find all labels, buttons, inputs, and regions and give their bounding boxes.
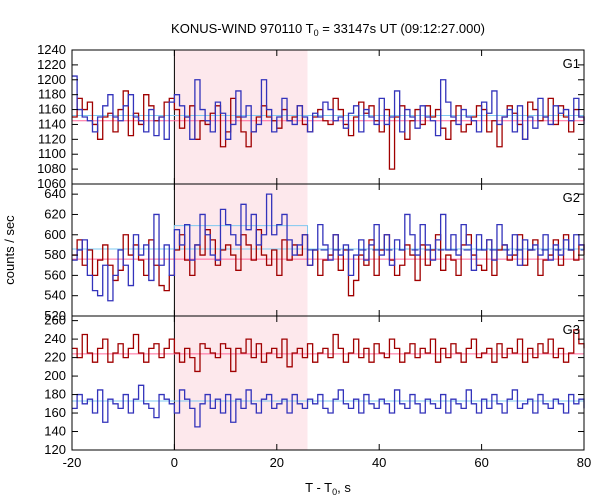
highlight-interval	[174, 316, 308, 450]
panel-g3: 120 140 160 180 200 220 240 260 G3	[44, 313, 585, 457]
series-blue	[72, 193, 585, 302]
y-tick-label: 640	[44, 186, 66, 201]
x-tick-label: 0	[171, 455, 178, 470]
y-tick-label: 1060	[37, 176, 66, 191]
y-tick-label: 520	[44, 308, 66, 323]
x-axis-label-suffix: , s	[337, 480, 351, 495]
y-tick-label: 1180	[38, 87, 66, 102]
x-tick-label: -20	[63, 455, 82, 470]
y-tick-label: 160	[44, 405, 66, 420]
x-tick-label: 20	[270, 455, 284, 470]
panel-g2: 520 540 560 580 600 620 640 G2	[44, 183, 585, 323]
series-blue	[72, 75, 585, 140]
y-tick-label: 1160	[38, 102, 66, 117]
y-tick-label: 120	[44, 442, 66, 457]
y-tick-label: 180	[44, 387, 66, 402]
panel-g1: 1060108011001120114011601180120012201240…	[37, 42, 585, 191]
title-subscript: 0	[314, 28, 319, 38]
y-tick-label: 620	[44, 206, 66, 221]
y-tick-label: 1120	[38, 131, 66, 146]
y-axis-label: counts / sec	[2, 215, 17, 285]
panel-label: G3	[563, 322, 580, 337]
x-tick-label: 80	[577, 455, 591, 470]
svg-text:KONUS-WIND 970110 T0 = 33147s: KONUS-WIND 970110 T0 = 33147s UT (09:12:…	[171, 21, 485, 38]
y-tick-label: 580	[44, 247, 66, 262]
y-axis-label-text: counts / sec	[2, 215, 17, 285]
x-axis-label-subscript: 0	[332, 487, 337, 497]
svg-text:T - T0, s: T - T0, s	[305, 480, 351, 497]
x-tick-label: 40	[372, 455, 386, 470]
panel-label: G2	[563, 190, 580, 205]
series-blue	[72, 384, 585, 428]
y-tick-label: 220	[44, 350, 66, 365]
y-tick-label: 240	[44, 331, 66, 346]
title-suffix: = 33147s UT (09:12:27.000)	[319, 21, 485, 36]
y-tick-label: 1220	[37, 57, 66, 72]
chart-title: KONUS-WIND 970110 T0 = 33147s UT (09:12:…	[171, 21, 485, 38]
y-tick-label: 1240	[37, 42, 66, 57]
y-tick-label: 1080	[37, 161, 66, 176]
series-red	[72, 329, 585, 373]
title-prefix: KONUS-WIND 970110 T	[171, 21, 314, 36]
y-tick-label: 600	[44, 227, 66, 242]
y-tick-label: 540	[44, 288, 66, 303]
panel-label: G1	[563, 56, 580, 71]
y-tick-label: 1200	[37, 72, 66, 87]
x-tick-label: 60	[474, 455, 488, 470]
y-tick-label: 260	[44, 313, 66, 328]
y-tick-label: 560	[44, 267, 66, 282]
y-tick-label: 140	[44, 424, 66, 439]
panel-frame	[71, 315, 585, 451]
panels-layer: 1060108011001120114011601180120012201240…	[37, 42, 591, 470]
y-tick-label: 1140	[38, 116, 66, 131]
y-tick-label: 200	[44, 368, 66, 383]
y-tick-label: 1100	[38, 146, 66, 161]
x-axis-label-prefix: T - T	[305, 480, 332, 495]
x-axis-label: T - T0, s	[305, 480, 351, 497]
